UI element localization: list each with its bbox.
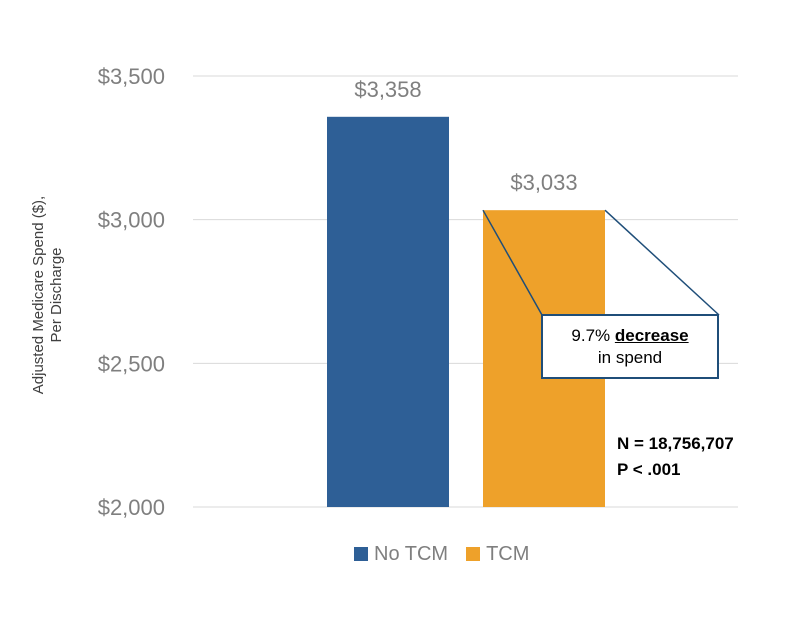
y-tick-labels: $2,000 $2,500 $3,000 $3,500 xyxy=(98,64,165,520)
y-tick-label-3500: $3,500 xyxy=(98,64,165,89)
bar-no-tcm xyxy=(327,116,449,507)
connector-right xyxy=(604,209,720,316)
y-tick-label-2500: $2,500 xyxy=(98,351,165,376)
callout-connectors xyxy=(482,209,720,316)
legend-item-tcm: TCM xyxy=(466,543,529,566)
stats-block: N = 18,756,707 P < .001 xyxy=(617,431,734,483)
legend-label-tcm: TCM xyxy=(486,542,530,565)
callout-line2: in spend xyxy=(597,348,663,367)
legend: No TCM TCM xyxy=(354,541,529,567)
y-axis-label-line1: Adjusted Medicare Spend ($), xyxy=(30,195,47,395)
legend-label-no-tcm: No TCM xyxy=(374,542,449,565)
callout-percent: 9.7% xyxy=(571,326,611,345)
data-labels: $3,358 $3,033 xyxy=(354,77,577,195)
y-axis-label: Adjusted Medicare Spend ($), Per Dischar… xyxy=(8,130,88,460)
legend-item-no-tcm: No TCM xyxy=(354,543,448,566)
legend-swatch-tcm xyxy=(466,547,481,561)
data-label-tcm: $3,033 xyxy=(510,170,577,195)
data-label-no-tcm: $3,358 xyxy=(354,77,421,102)
connector-left xyxy=(482,209,543,316)
y-tick-label-2000: $2,000 xyxy=(98,495,165,520)
decrease-callout: 9.7% decrease in spend xyxy=(541,314,719,379)
y-axis-label-line2: Per Discharge xyxy=(48,247,65,343)
sample-size: N = 18,756,707 xyxy=(617,434,734,453)
callout-bold-word: decrease xyxy=(614,326,689,345)
y-tick-label-3000: $3,000 xyxy=(98,208,165,233)
p-value: P < .001 xyxy=(617,460,681,479)
legend-swatch-no-tcm xyxy=(354,547,368,561)
